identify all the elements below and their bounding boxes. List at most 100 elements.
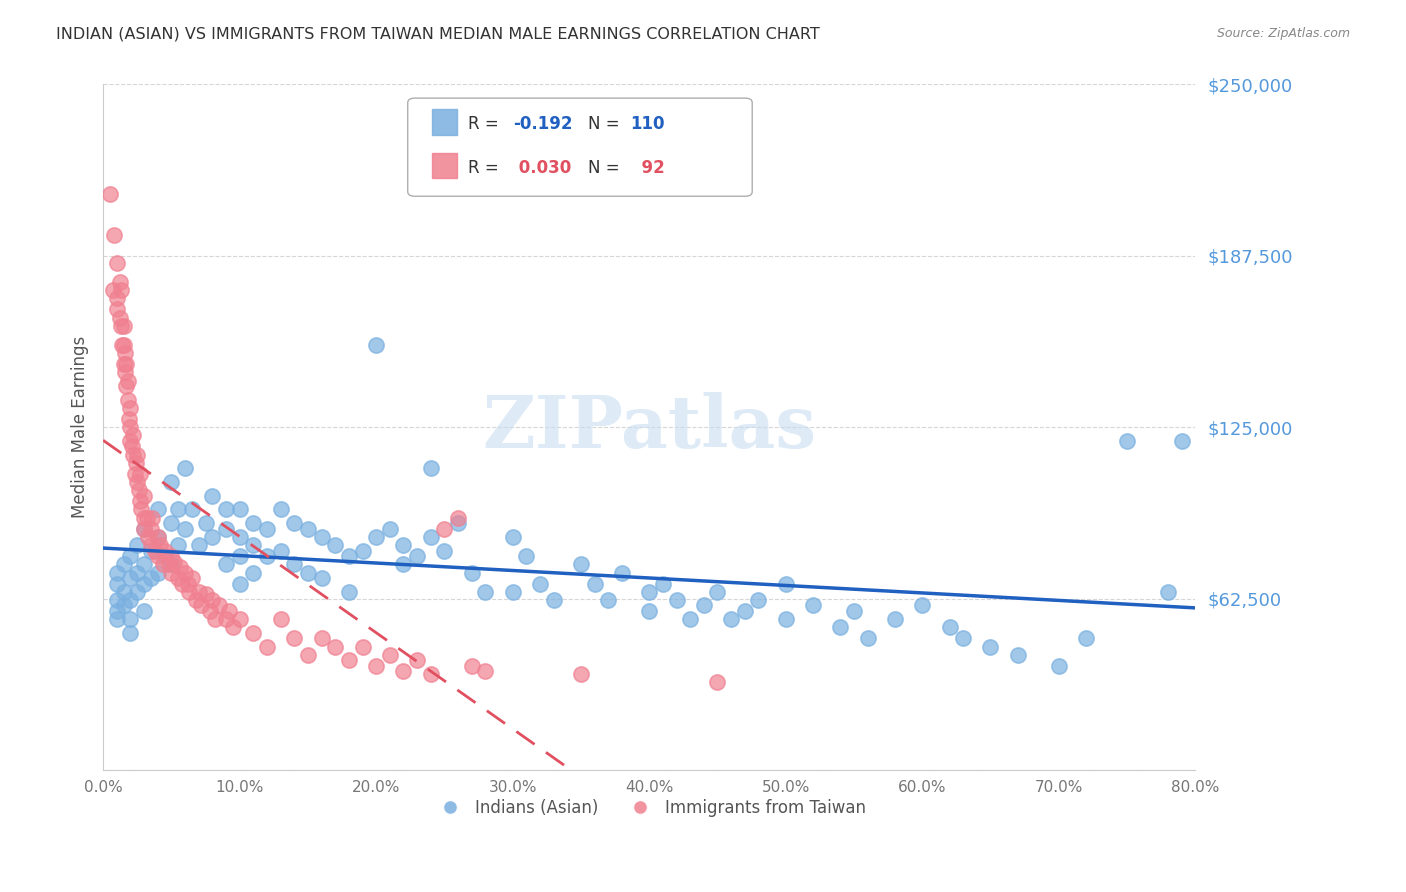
Point xyxy=(187,584,209,599)
Point xyxy=(502,584,524,599)
Point xyxy=(172,576,194,591)
Point xyxy=(215,502,238,516)
Point xyxy=(108,275,131,289)
Point xyxy=(146,502,169,516)
Point xyxy=(734,604,756,618)
Point xyxy=(120,401,142,415)
Point xyxy=(146,549,169,563)
Point xyxy=(222,620,245,634)
Point xyxy=(1170,434,1192,448)
Point xyxy=(187,538,209,552)
Point xyxy=(856,632,879,646)
Point xyxy=(153,549,176,563)
Point xyxy=(352,640,374,654)
Point xyxy=(283,632,305,646)
Text: N =: N = xyxy=(588,115,624,133)
Point xyxy=(136,530,159,544)
Point xyxy=(180,571,202,585)
Point xyxy=(665,593,688,607)
Text: Source: ZipAtlas.com: Source: ZipAtlas.com xyxy=(1216,27,1350,40)
Point xyxy=(120,612,142,626)
Point xyxy=(583,576,606,591)
Point xyxy=(190,599,212,613)
Point xyxy=(149,538,172,552)
Point xyxy=(167,502,190,516)
Point xyxy=(127,584,149,599)
Point xyxy=(118,412,141,426)
Point xyxy=(128,483,150,498)
Point xyxy=(979,640,1001,654)
Point xyxy=(242,626,264,640)
Point xyxy=(129,494,152,508)
Point xyxy=(911,599,934,613)
Point xyxy=(110,318,132,333)
Point xyxy=(228,576,250,591)
Point xyxy=(406,653,429,667)
Point xyxy=(378,522,401,536)
Point xyxy=(105,566,128,580)
Point xyxy=(127,448,149,462)
Point xyxy=(598,593,620,607)
Point xyxy=(105,612,128,626)
Point xyxy=(447,516,470,531)
Point xyxy=(270,502,292,516)
Point xyxy=(120,593,142,607)
Point xyxy=(256,522,278,536)
Point xyxy=(543,593,565,607)
Point xyxy=(323,640,346,654)
Point xyxy=(775,576,797,591)
Point xyxy=(105,255,128,269)
Point xyxy=(163,555,186,569)
Point xyxy=(311,571,333,585)
Point xyxy=(125,456,148,470)
Point xyxy=(228,612,250,626)
Point xyxy=(112,558,135,572)
Point xyxy=(337,549,360,563)
Point xyxy=(201,489,224,503)
Point xyxy=(160,558,183,572)
Point xyxy=(112,338,135,352)
Point xyxy=(1116,434,1139,448)
Point xyxy=(218,604,240,618)
Point xyxy=(112,318,135,333)
Point xyxy=(242,538,264,552)
Text: N =: N = xyxy=(588,159,624,177)
Point xyxy=(194,587,217,601)
Point xyxy=(419,461,441,475)
Point xyxy=(146,530,169,544)
Point xyxy=(177,576,200,591)
Point xyxy=(139,543,162,558)
Point xyxy=(638,584,661,599)
Point xyxy=(174,566,197,580)
Point xyxy=(160,475,183,489)
Point xyxy=(105,604,128,618)
Point xyxy=(311,632,333,646)
Point xyxy=(112,357,135,371)
Point xyxy=(139,522,162,536)
Point xyxy=(157,558,180,572)
Point xyxy=(502,530,524,544)
Point xyxy=(194,516,217,531)
Point xyxy=(297,648,319,662)
Point xyxy=(105,593,128,607)
Point xyxy=(392,538,415,552)
Point xyxy=(129,467,152,481)
Point xyxy=(114,346,136,360)
Text: R =: R = xyxy=(468,115,505,133)
Point xyxy=(706,584,728,599)
Point xyxy=(775,612,797,626)
Text: ZIPatlas: ZIPatlas xyxy=(482,392,817,463)
Point xyxy=(215,612,238,626)
Point xyxy=(283,516,305,531)
Point xyxy=(174,522,197,536)
Point xyxy=(392,665,415,679)
Point xyxy=(461,566,484,580)
Point xyxy=(114,365,136,379)
Point xyxy=(693,599,716,613)
Point xyxy=(337,653,360,667)
Point xyxy=(433,522,456,536)
Point xyxy=(167,538,190,552)
Point xyxy=(167,571,190,585)
Legend: Indians (Asian), Immigrants from Taiwan: Indians (Asian), Immigrants from Taiwan xyxy=(426,792,872,823)
Point xyxy=(146,530,169,544)
